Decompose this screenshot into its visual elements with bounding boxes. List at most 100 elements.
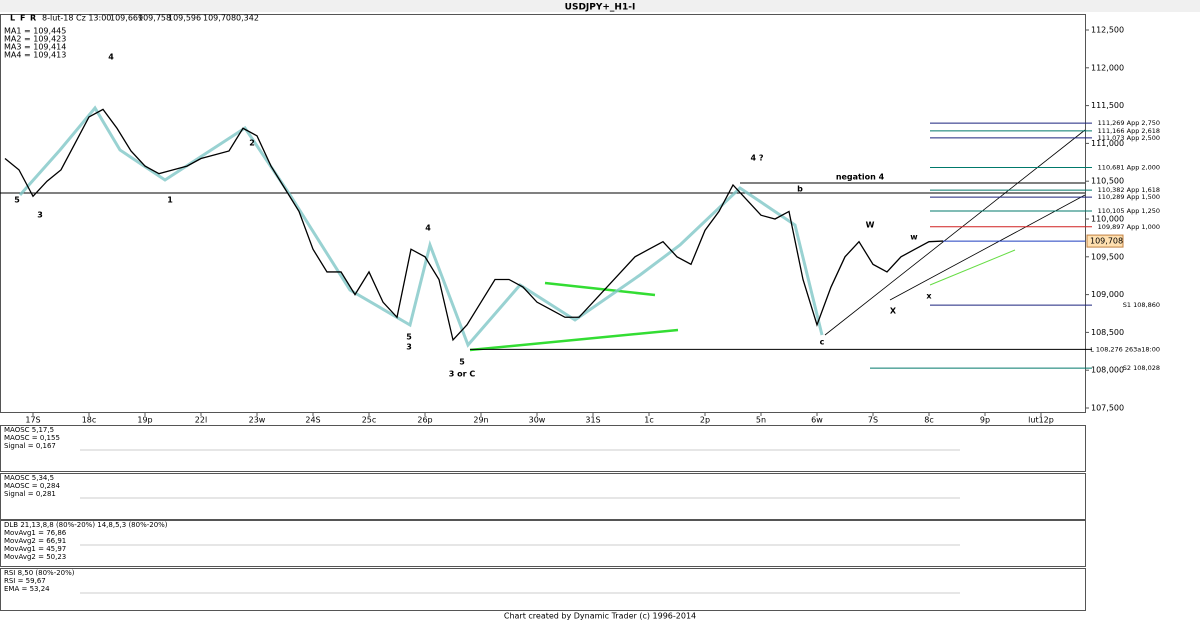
trend-line xyxy=(544,281,656,297)
x-tick-label: 2p xyxy=(700,416,710,425)
ma-legend: MA2 = 109,423 xyxy=(4,35,66,44)
x-tick-label: 7S xyxy=(868,416,878,425)
level-label: L 108,276 263a18:00 xyxy=(1090,345,1160,353)
y-tick-label: 109,500 xyxy=(1091,252,1124,261)
panel-label: DLB 21,13,8,8 (80%-20%) 14,8,5,3 (80%-20… xyxy=(4,521,168,529)
wave-path xyxy=(18,105,824,348)
x-tick-label: 17S xyxy=(25,416,40,425)
x-tick-label: 6w xyxy=(811,416,823,425)
y-tick-label: 108,000 xyxy=(1091,366,1124,375)
quote-value: 109,669 xyxy=(110,14,143,23)
quote-value: 109,708 xyxy=(203,14,236,23)
panel-label: EMA = 53,24 xyxy=(4,585,50,593)
trend-line xyxy=(469,328,679,352)
level-label: 110,681 App 2,000 xyxy=(1098,164,1160,172)
footer: Chart created by Dynamic Trader (c) 1996… xyxy=(504,612,696,621)
wave-label: b xyxy=(797,185,803,194)
panel-label: MAOSC 5,34,5 xyxy=(4,474,54,482)
quote-value: 0,342 xyxy=(236,14,259,23)
wave-label: 5 xyxy=(406,333,412,342)
wave-label: X xyxy=(890,307,897,316)
x-tick-label: 9p xyxy=(980,416,990,425)
level-label: S2 108,028 xyxy=(1123,364,1160,372)
x-tick-label: 1c xyxy=(644,416,654,425)
indicator-panel xyxy=(0,568,1086,611)
y-tick-label: 112,000 xyxy=(1091,63,1124,72)
y-tick-label: 109,000 xyxy=(1091,290,1124,299)
level-label: 111,166 App 2,618 xyxy=(1098,127,1160,135)
wave-label: 1 xyxy=(167,196,173,205)
last-price-label: 109,708 xyxy=(1090,237,1123,246)
panel-label: MAOSC 5,17,5 xyxy=(4,426,54,434)
level-label: 109,897 App 1,000 xyxy=(1098,223,1160,231)
last-price-box xyxy=(1086,234,1124,248)
y-tick-label: 108,500 xyxy=(1091,328,1124,337)
y-tick-label: 107,500 xyxy=(1091,404,1124,413)
panel-label: MovAvg2 = 50,23 xyxy=(4,553,66,561)
title-bar xyxy=(0,0,1200,12)
x-tick-label: 25c xyxy=(362,416,377,425)
panel-label: MAOSC = 0,155 xyxy=(4,434,60,442)
x-tick-label: 30w xyxy=(529,416,546,425)
quote-value: 8-lut-18 Cz 13:00 xyxy=(42,14,111,23)
y-tick-label: 110,000 xyxy=(1091,215,1124,224)
indicator-panel xyxy=(0,425,1086,472)
panel-label: RSI = 59,67 xyxy=(4,577,46,585)
x-tick-label: 18c xyxy=(82,416,97,425)
wave-label: W xyxy=(866,221,875,230)
wave-label: 4 ? xyxy=(751,154,764,163)
panel-label: Signal = 0,281 xyxy=(4,490,56,498)
wave-label: 4 xyxy=(108,53,114,62)
y-tick-label: 110,500 xyxy=(1091,177,1124,186)
level-label: S1 108,860 xyxy=(1123,301,1160,309)
x-tick-label: 22l xyxy=(195,416,207,425)
x-tick-label: 5n xyxy=(756,416,766,425)
y-tick-label: 111,500 xyxy=(1091,101,1124,110)
wave-label: negation 4 xyxy=(836,173,885,182)
ma-legend: MA1 = 109,445 xyxy=(4,27,66,36)
level-label: 111,269 App 2,750 xyxy=(1098,119,1160,127)
channel-line xyxy=(889,194,1086,301)
price-panel xyxy=(0,14,1086,413)
quote-value: 109,596 xyxy=(168,14,201,23)
indicator-panel xyxy=(0,520,1086,567)
toolbar-button: F xyxy=(20,14,25,23)
toolbar-button: L xyxy=(10,14,15,23)
trend-line xyxy=(929,249,1016,286)
panel-label: MovAvg2 = 66,91 xyxy=(4,537,66,545)
level-label: 110,382 App 1,618 xyxy=(1098,186,1160,194)
toolbar-button: R xyxy=(30,14,36,23)
level-label: 110,105 App 1,250 xyxy=(1098,207,1160,215)
y-tick-label: 111,000 xyxy=(1091,139,1124,148)
indicator-panel xyxy=(0,473,1086,520)
level-label: 110,289 App 1,500 xyxy=(1098,193,1160,201)
x-tick-label: 26p xyxy=(417,416,432,425)
wave-label: 5 xyxy=(459,358,465,367)
panel-label: MAOSC = 0,284 xyxy=(4,482,60,490)
wave-label: 3 xyxy=(37,211,43,220)
channel-line xyxy=(824,129,1086,336)
wave-label: c xyxy=(820,338,825,347)
wave-label: x xyxy=(926,292,932,301)
panel-label: RSI 8,50 (80%-20%) xyxy=(4,569,75,577)
x-tick-label: 24S xyxy=(305,416,320,425)
chart-title: USDJPY+_H1-I xyxy=(565,3,636,13)
ma-legend: MA4 = 109,413 xyxy=(4,51,66,60)
panel-label: MovAvg1 = 45,97 xyxy=(4,545,66,553)
wave-label: w xyxy=(910,233,918,242)
x-tick-label: 29n xyxy=(473,416,488,425)
y-tick-label: 112,500 xyxy=(1091,26,1124,35)
price-line xyxy=(4,108,944,342)
wave-label: 2 xyxy=(249,139,255,148)
x-tick-label: lut12p xyxy=(1028,416,1054,425)
level-label: 111,073 App 2,500 xyxy=(1098,134,1160,142)
panel-label: MovAvg1 = 76,86 xyxy=(4,529,67,537)
quote-value: 109,758 xyxy=(138,14,171,23)
panel-label: Signal = 0,167 xyxy=(4,442,56,450)
wave-label: 3 xyxy=(406,343,412,352)
x-tick-label: 31S xyxy=(585,416,600,425)
wave-label: 4 xyxy=(425,224,431,233)
wave-label: 3 or C xyxy=(449,370,476,379)
